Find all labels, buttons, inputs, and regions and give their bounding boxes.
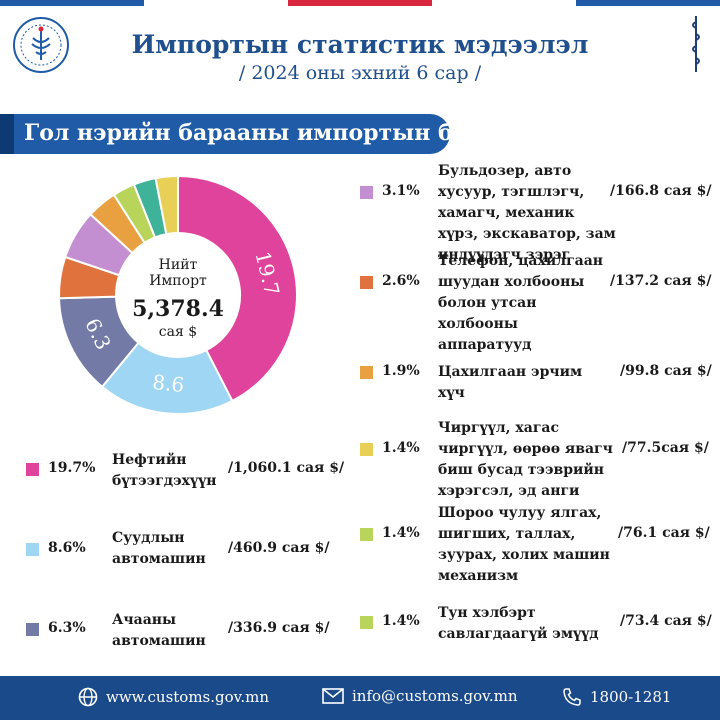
import-donut-chart: 19.78.66.3: [58, 174, 298, 415]
legend-label: Ачааны автомашин: [112, 612, 206, 649]
phone-icon: [563, 688, 581, 706]
legend-swatch: [26, 463, 39, 476]
envelope-icon: [322, 688, 344, 704]
legend-percent: 2.6%: [382, 273, 420, 289]
legend-amount: /77.5сая $/: [622, 440, 709, 456]
footer: www.customs.gov.mn info@customs.gov.mn 1…: [0, 676, 720, 720]
legend-amount: /1,060.1 сая $/: [228, 460, 345, 476]
donut-slice: [177, 174, 298, 403]
legend-percent: 6.3%: [48, 620, 86, 636]
legend-swatch: [360, 616, 373, 629]
donut-hole: [117, 234, 239, 356]
website-link[interactable]: www.customs.gov.mn: [106, 688, 269, 706]
customs-emblem-icon: [13, 17, 69, 73]
legend-swatch: [360, 528, 373, 541]
footer-website[interactable]: www.customs.gov.mn: [78, 687, 269, 707]
center-label: Нийт Импорт: [149, 257, 207, 289]
legend-label: Шороо чулуу ялгах, шигших, таллах, зуура…: [438, 505, 610, 584]
phone-number[interactable]: 1800-1281: [590, 688, 672, 706]
legend-swatch: [360, 443, 373, 456]
legend-percent: 19.7%: [48, 460, 96, 476]
page-subtitle: / 2024 оны эхний 6 сар /: [238, 62, 482, 84]
legend-amount: /76.1 сая $/: [618, 525, 710, 541]
legend-label: Тун хэлбэрт савлагдаагүй эмүүд: [438, 605, 599, 642]
legend-percent: 3.1%: [382, 183, 420, 199]
donut-slice: [154, 174, 179, 236]
slice-label: 8.6: [151, 370, 185, 397]
legend-amount: /73.4 сая $/: [620, 613, 712, 629]
legend-percent: 1.4%: [382, 440, 420, 456]
mongolian-script-icon: [692, 16, 700, 72]
email-link[interactable]: info@customs.gov.mn: [352, 687, 518, 705]
legend-amount: /460.9 сая $/: [228, 540, 330, 556]
footer-email[interactable]: info@customs.gov.mn: [322, 687, 518, 705]
legend-percent: 1.4%: [382, 525, 420, 541]
legend-percent: 8.6%: [48, 540, 86, 556]
section-header: Гол нэрийн барааны импортын бүтэц: [0, 114, 509, 154]
total-import-value: 5,378.4: [132, 296, 224, 322]
legend-swatch: [360, 186, 373, 199]
page-title: Импортын статистик мэдээлэл: [131, 30, 589, 59]
legend-label: Телефон, цахилгаан шуудан холбооны болон…: [438, 253, 604, 353]
legend-swatch: [360, 276, 373, 289]
legend-swatch: [26, 543, 39, 556]
legend-label: Цахилгаан эрчим хүч: [438, 364, 583, 401]
legend-amount: /99.8 сая $/: [620, 363, 712, 379]
legend-percent: 1.4%: [382, 613, 420, 629]
legend-amount: /137.2 сая $/: [610, 273, 712, 289]
top-color-bar: [0, 0, 720, 6]
legend-label: Суудлын автомашин: [112, 530, 206, 567]
legend-label: Чиргүүл, хагас чиргүүл, өөрөө явагч биш …: [438, 420, 613, 499]
legend-label: Нефтийн бүтээгдэхүүн: [112, 452, 217, 489]
total-import-unit: сая $: [158, 324, 198, 340]
footer-phone[interactable]: 1800-1281: [562, 687, 671, 707]
legend-amount: /166.8 сая $/: [610, 183, 712, 199]
legend-swatch: [360, 366, 373, 379]
globe-icon: [78, 687, 98, 707]
legend-amount: /336.9 сая $/: [228, 620, 330, 636]
section-title: Гол нэрийн барааны импортын бүтэц: [24, 120, 509, 146]
legend-percent: 1.9%: [382, 363, 420, 379]
legend-label: Бульдозер, авто хусуур, тэгшлэгч, хамагч…: [438, 163, 616, 263]
legend-swatch: [26, 623, 39, 636]
